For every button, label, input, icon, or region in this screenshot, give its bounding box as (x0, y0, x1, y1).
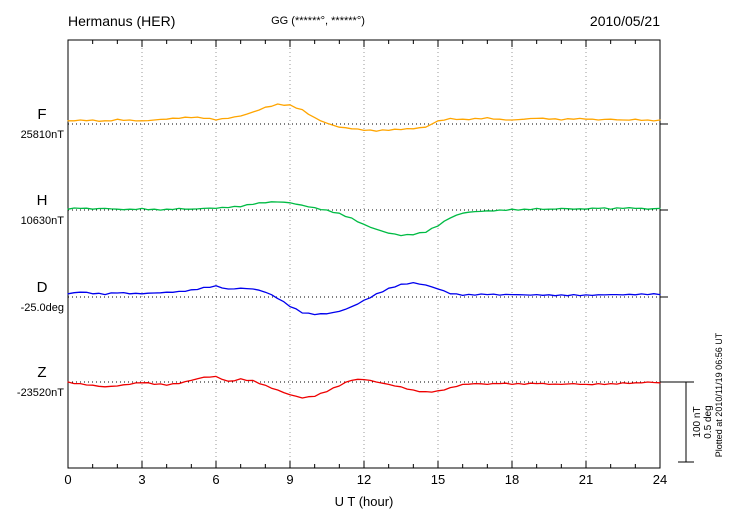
scale-bar-deg-label: 0.5 deg (703, 405, 714, 438)
series-letter-H: H (37, 192, 48, 209)
x-tick-label-3: 3 (138, 472, 145, 487)
series-baseline-value-H: 10630nT (21, 215, 65, 227)
series-letter-D: D (37, 279, 48, 296)
station-title: Hermanus (HER) (68, 13, 175, 29)
series-letter-F: F (37, 106, 46, 123)
trace-F (67, 103, 661, 132)
trace-H (67, 201, 661, 237)
component-traces (67, 103, 661, 399)
series-baseline-value-D: -25.0deg (21, 302, 64, 314)
series-letter-Z: Z (37, 364, 46, 381)
axis-ticks (67, 40, 661, 468)
series-labels: F 25810nT H 10630nT D -25.0deg Z -23520nT (17, 106, 64, 399)
x-axis-title: U T (hour) (335, 494, 394, 509)
x-tick-label-24: 24 (653, 472, 667, 487)
trace-Z (67, 375, 661, 399)
x-tick-label-12: 12 (357, 472, 371, 487)
vertical-gridlines (141, 40, 587, 468)
series-baseline-value-F: 25810nT (21, 129, 65, 141)
scale-bar-nT-label: 100 nT (692, 406, 703, 437)
x-tick-label-9: 9 (286, 472, 293, 487)
x-tick-label-21: 21 (579, 472, 593, 487)
gg-coordinates-label: GG (******°, ******°) (271, 15, 365, 27)
plotted-at-note: Plotted at 2010/11/19 06:56 UT (714, 332, 724, 457)
x-tick-label-0: 0 (64, 472, 71, 487)
baseline-dotted-lines (68, 123, 668, 383)
x-tick-labels: 0 3 6 9 12 15 18 21 24 (64, 472, 667, 487)
series-baseline-value-Z: -23520nT (17, 387, 64, 399)
x-tick-label-6: 6 (212, 472, 219, 487)
trace-D (67, 281, 661, 316)
plot-date: 2010/05/21 (590, 13, 660, 29)
x-tick-label-18: 18 (505, 472, 519, 487)
x-tick-label-15: 15 (431, 472, 445, 487)
